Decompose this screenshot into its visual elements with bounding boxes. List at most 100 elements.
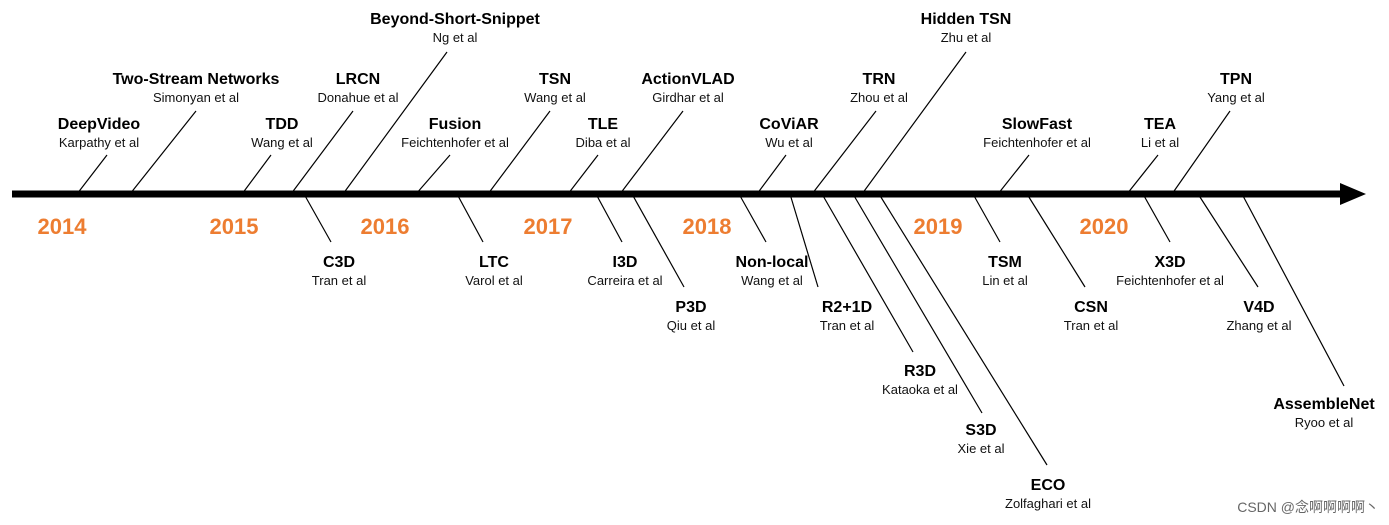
method-name: ECO [1030,477,1066,494]
method-author: Donahue et al [317,90,399,105]
connector-line [1026,193,1086,288]
year-label: 2017 [523,214,573,239]
method-name: DeepVideo [57,116,141,133]
method-name: TRN [862,71,896,88]
method-name: TPN [1220,71,1252,88]
method-author: Girdhar et al [652,90,724,105]
connector-line [1142,193,1171,243]
connector-line [852,193,983,414]
method-label: Fusion Feichtenhofer et al [401,115,509,151]
method-name: SlowFast [1001,116,1073,133]
year-label: 2020 [1079,214,1129,239]
method-name: ActionVLAD [641,71,735,88]
method-label: TDD Wang et al [251,115,313,151]
method-author: Tran et al [311,273,367,288]
method-name: R3D [903,363,937,380]
method-label: CoViAR Wu et al [759,115,818,151]
method-name: Two-Stream Networks [112,71,280,88]
connector-line [756,154,787,195]
method-name: AssembleNet [1273,396,1375,413]
method-label: TSM Lin et al [982,253,1028,289]
method-name: Hidden TSN [920,11,1012,28]
method-name: Non-local [735,254,809,271]
connector-line [631,193,685,288]
method-label: TPN Yang et al [1207,70,1265,106]
method-author: Ng et al [432,30,478,45]
method-author: Wu et al [765,135,813,150]
method-author: Li et al [1140,135,1180,150]
method-name: LTC [479,254,509,271]
method-label: R2+1D Tran et al [820,298,874,334]
method-label: SlowFast Feichtenhofer et al [983,115,1091,151]
method-author: Ryoo et al [1294,415,1354,430]
method-author: Tran et al [819,318,875,333]
timeline-arrowhead [1340,183,1366,205]
method-label: I3D Carreira et al [587,253,662,289]
year-label: 2018 [682,214,732,239]
method-name: V4D [1243,299,1275,316]
connector-line [1241,193,1345,387]
method-name: LRCN [335,71,381,88]
method-author: Diba et al [575,135,631,150]
method-label: Hidden TSN Zhu et al [921,10,1012,46]
connector-line [811,110,877,195]
method-label: R3D Kataoka et al [882,362,958,398]
method-label: V4D Zhang et al [1226,298,1291,334]
method-author: Feichtenhofer et al [401,135,509,150]
method-name: C3D [322,254,355,271]
method-label: ActionVLAD Girdhar et al [641,70,734,106]
connector-line [129,110,197,195]
year-label: 2015 [209,214,259,239]
method-label: CSN Tran et al [1064,298,1118,334]
method-name: Beyond-Short-Snippet [370,11,540,28]
method-label: ECO Zolfaghari et al [1005,476,1091,512]
method-label: TLE Diba et al [576,115,631,151]
method-label: LRCN Donahue et al [318,70,399,106]
method-author: Yang et al [1207,90,1265,105]
method-author: Carreira et al [587,273,663,288]
method-name: S3D [965,422,997,439]
connector-line [76,154,108,195]
year-label: 2014 [37,214,87,239]
connector-line [821,193,914,353]
method-name: I3D [612,254,638,271]
method-name: Fusion [428,116,482,133]
method-name: R2+1D [821,299,873,316]
method-label: Beyond-Short-Snippet Ng et al [370,10,540,46]
connector-line [342,51,448,195]
connector-line [1171,110,1231,195]
method-author: Kataoka et al [882,382,958,397]
connector-line [1197,193,1259,288]
connector-line [303,193,332,243]
method-author: Lin et al [982,273,1028,288]
connector-line [415,154,451,195]
method-author: Tran et al [1063,318,1119,333]
method-label: C3D Tran et al [312,253,366,289]
method-label: TRN Zhou et al [850,70,908,106]
connector-line [1126,154,1159,195]
method-author: Zhang et al [1226,318,1292,333]
method-author: Zolfaghari et al [1005,496,1091,511]
connector-line [997,154,1030,195]
method-name: TSN [538,71,571,88]
method-author: Feichtenhofer et al [1116,273,1224,288]
connector-line [861,51,967,195]
method-author: Feichtenhofer et al [983,135,1091,150]
method-label: Non-local Wang et al [736,253,809,289]
watermark: CSDN @念啊啊啊啊丶 [1237,499,1379,515]
connector-line [241,154,272,195]
connector-line [290,110,354,195]
method-name: TLE [587,116,619,133]
method-author: Varol et al [465,273,523,288]
method-author: Xie et al [957,441,1005,456]
method-author: Wang et al [251,135,313,150]
method-name: CoViAR [759,116,819,133]
method-label: P3D Qiu et al [667,298,715,334]
year-label: 2019 [913,214,963,239]
method-name: P3D [675,299,707,316]
method-author: Karpathy et al [58,135,140,150]
method-name: TEA [1144,116,1176,133]
connector-line [595,193,623,243]
connector-line [456,193,484,243]
